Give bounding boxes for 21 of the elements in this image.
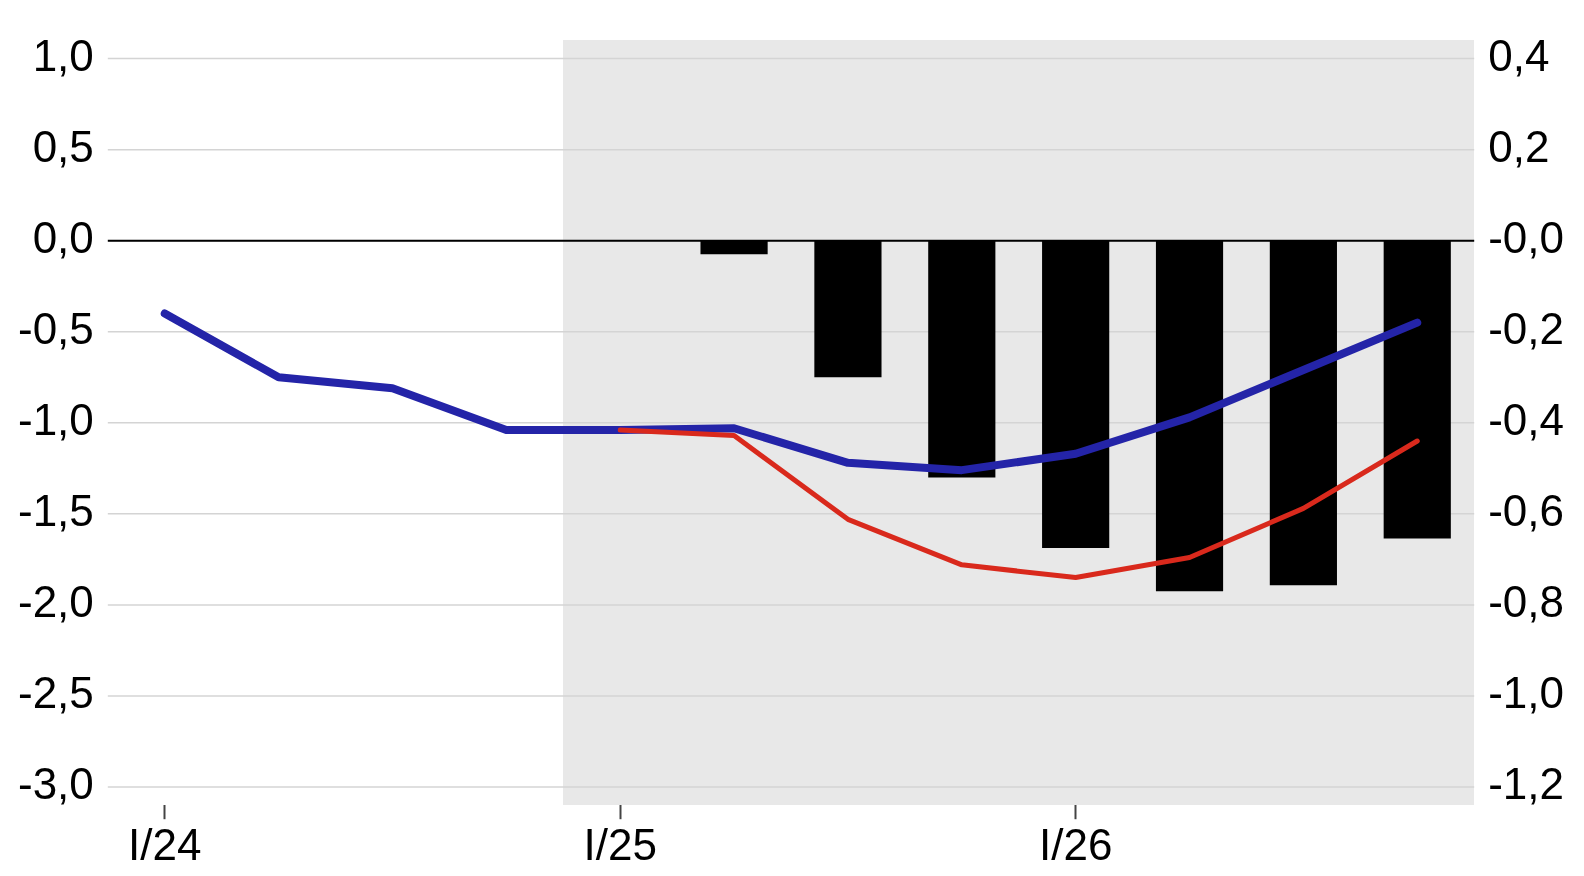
- y-tick-label: -1,5: [17, 485, 94, 535]
- x-tick-label: I/25: [583, 819, 657, 869]
- y-tick-label: -2,5: [17, 668, 94, 718]
- y-tick-label: -2,0: [17, 577, 94, 627]
- y2-tick-label: -0,8: [1488, 577, 1565, 627]
- x-tick-label: I/24: [128, 819, 202, 869]
- y-tick-label: -0,5: [17, 303, 94, 353]
- y2-tick-label: -0,2: [1488, 303, 1565, 353]
- y2-tick-label: -0,0: [1488, 212, 1565, 262]
- y-tick-label: -1,0: [17, 394, 94, 444]
- y-tick-label: 1,0: [32, 30, 94, 80]
- x-tick-label: I/26: [1038, 819, 1113, 869]
- y-tick-label: -3,0: [17, 759, 94, 809]
- y2-tick-label: -0,4: [1488, 394, 1565, 444]
- y-tick-label: 0,0: [32, 212, 94, 262]
- y-tick-label: 0,5: [32, 121, 94, 171]
- y2-tick-label: -1,2: [1488, 759, 1565, 809]
- y2-tick-label: 0,2: [1488, 121, 1550, 171]
- y2-tick-label: -1,0: [1488, 668, 1565, 718]
- y2-tick-label: -0,6: [1488, 485, 1565, 535]
- y2-tick-label: 0,4: [1488, 30, 1550, 80]
